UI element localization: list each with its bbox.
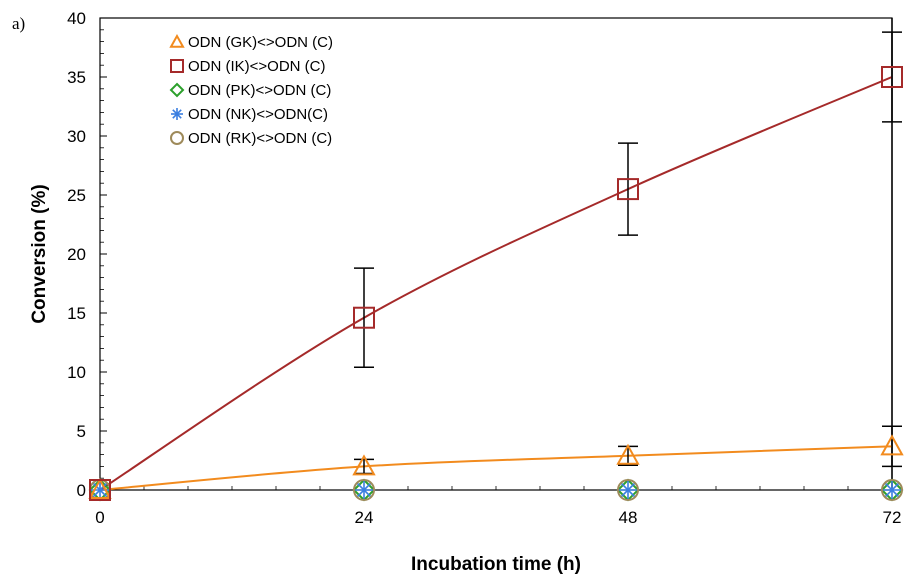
data-point-circle xyxy=(617,479,639,501)
y-tick-label: 15 xyxy=(67,304,86,323)
series-layer xyxy=(88,18,904,502)
x-tick-label: 0 xyxy=(95,508,104,527)
data-point-circle xyxy=(881,479,903,501)
legend-marker-triangle xyxy=(169,33,185,48)
y-tick-label: 10 xyxy=(67,363,86,382)
x-axis-ticks: 0 24 48 72 xyxy=(95,482,901,527)
y-axis-title: Conversion (%) xyxy=(29,184,50,323)
data-point-asterisk xyxy=(882,480,902,500)
y-tick-label: 25 xyxy=(67,186,86,205)
legend: ODN (GK)<>ODN (C) ODN (IK)<>ODN (C) ODN (P… xyxy=(169,33,333,147)
data-point-square xyxy=(881,66,903,88)
data-point-triangle xyxy=(616,443,640,465)
data-point-triangle xyxy=(88,477,112,499)
data-point-asterisk xyxy=(354,480,374,500)
legend-entry-label: ODN (PK)<>ODN (C) xyxy=(188,82,331,99)
y-tick-label: 35 xyxy=(67,68,86,87)
data-point-triangle xyxy=(880,434,904,456)
data-point-asterisk xyxy=(618,480,638,500)
y-tick-label: 0 xyxy=(77,481,86,500)
y-tick-label: 20 xyxy=(67,245,86,264)
series-line-0 xyxy=(99,445,893,491)
legend-entry-label: ODN (RK)<>ODN (C) xyxy=(188,130,332,147)
y-tick-label: 40 xyxy=(67,9,86,28)
asterisk-stroke xyxy=(356,482,372,498)
legend-marker-square xyxy=(170,59,184,73)
data-point-triangle xyxy=(352,454,376,476)
y-tick-label: 5 xyxy=(77,422,86,441)
data-point-square xyxy=(617,178,639,201)
asterisk-stroke xyxy=(620,482,636,498)
data-point-square xyxy=(353,306,375,329)
x-tick-label: 48 xyxy=(619,508,638,527)
asterisk-stroke xyxy=(884,482,900,498)
x-tick-label: 72 xyxy=(883,508,902,527)
asterisk-stroke xyxy=(172,109,182,119)
series-line-1 xyxy=(99,76,893,491)
legend-marker-asterisk xyxy=(171,108,183,120)
legend-entry-label: ODN (GK)<>ODN (C) xyxy=(188,34,333,51)
x-tick-label: 24 xyxy=(355,508,374,527)
legend-marker-diamond xyxy=(169,82,185,98)
data-point-square xyxy=(89,479,111,501)
y-tick-label: 30 xyxy=(67,127,86,146)
legend-marker-circle xyxy=(170,131,184,145)
legend-entry-label: ODN (NK)<>ODN(C) xyxy=(188,106,328,123)
x-axis-title: Incubation time (h) xyxy=(411,554,581,575)
asterisk-stroke xyxy=(92,482,108,498)
data-point-circle xyxy=(353,479,375,501)
legend-entry-label: ODN (IK)<>ODN (C) xyxy=(188,58,326,75)
y-axis-ticks: 0 5 10 15 20 25 30 35 40 xyxy=(67,9,107,500)
panel-label: a) xyxy=(12,14,26,33)
